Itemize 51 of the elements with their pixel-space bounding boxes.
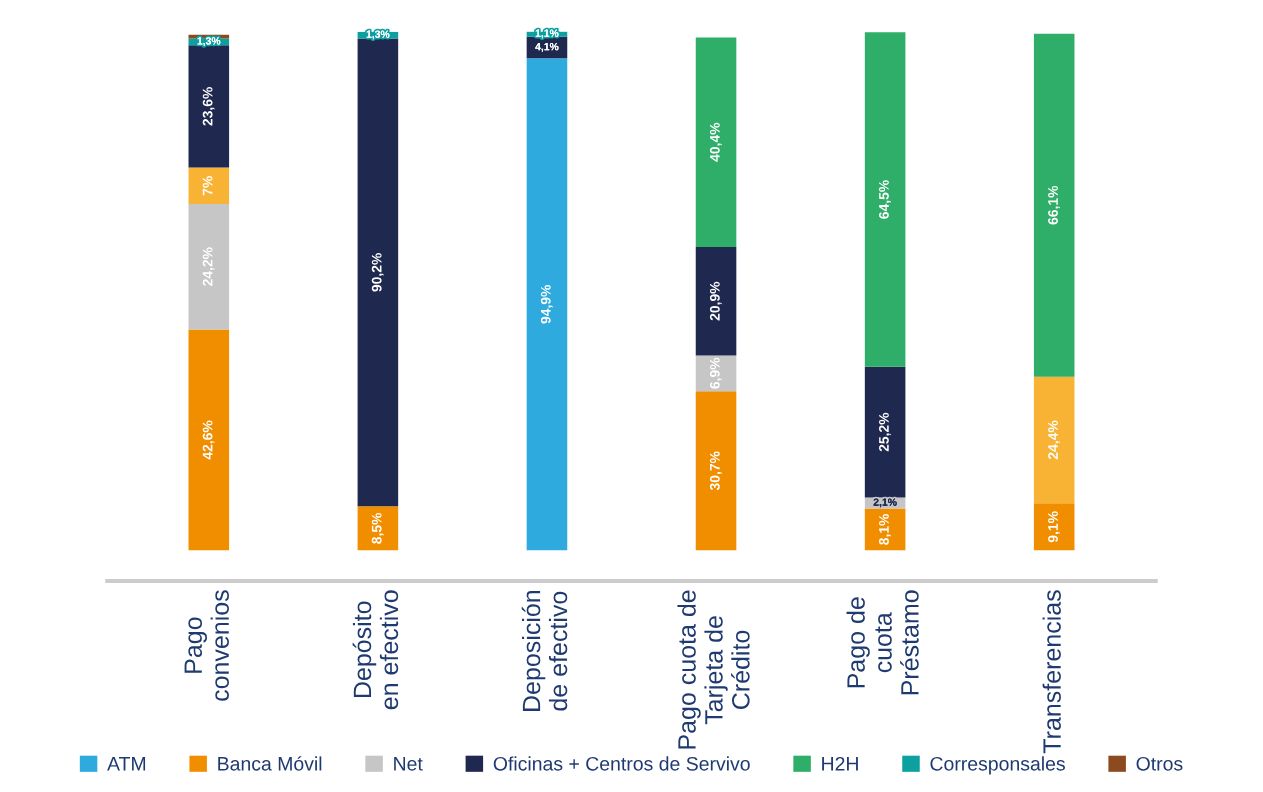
x-tick-label: Depósito en efectivo	[352, 590, 399, 710]
bar	[188, 167, 230, 204]
data-label: 23,6%	[202, 87, 215, 126]
data-label: 4,1%	[535, 42, 559, 52]
bar	[864, 508, 906, 551]
bar	[188, 203, 230, 330]
bar	[1033, 503, 1075, 551]
data-label: 90,2%	[371, 253, 384, 292]
legend-label: Otros	[1136, 756, 1183, 771]
x-tick-label: Pago de cuota Préstamo	[846, 590, 919, 695]
legend-label: Banca Móvil	[218, 756, 322, 771]
data-label: 8,1%	[879, 513, 891, 545]
data-label: 1,3%	[197, 37, 221, 47]
bar	[864, 366, 906, 498]
x-tick-label: Pago convenios	[184, 590, 229, 701]
legend-label: Oficinas + Centros de Servivo	[493, 756, 750, 771]
legend-label: ATM	[107, 757, 146, 771]
data-label: 24,2%	[202, 247, 215, 286]
data-label: 24,4%	[1048, 420, 1060, 460]
data-label: 7%	[202, 176, 213, 196]
data-label: 20,9%	[709, 281, 722, 321]
data-label: 94,9%	[540, 284, 553, 324]
legend-label: Net	[394, 757, 423, 771]
data-label: 64,5%	[879, 180, 891, 219]
data-label: 8,5%	[371, 512, 384, 544]
legend-label: H2H	[822, 756, 858, 771]
bar	[188, 329, 230, 551]
bar	[1033, 33, 1075, 377]
bar	[1033, 376, 1075, 504]
x-tick-label: Transferencias	[1042, 590, 1061, 754]
data-label: 66,1%	[1048, 185, 1060, 225]
data-label: 2,1%	[873, 498, 897, 508]
bar	[864, 32, 906, 367]
data-label: 9,1%	[1048, 511, 1060, 543]
bar	[188, 45, 230, 168]
data-label: 1,3%	[366, 30, 390, 40]
bar	[695, 37, 737, 247]
x-tick-label: Pago cuota de Tarjeta de Crédito	[677, 590, 750, 749]
bar	[695, 391, 737, 551]
data-label: 25,2%	[879, 412, 891, 452]
x-tick-label: Deposición de efectivo	[521, 590, 568, 711]
bar	[695, 355, 737, 392]
bar	[357, 38, 399, 507]
data-label: 6,9%	[709, 357, 722, 389]
legend-label: Corresponsales	[930, 756, 1065, 775]
data-label: 42,6%	[202, 420, 215, 460]
bar	[526, 58, 568, 551]
data-label: 30,7%	[709, 451, 722, 491]
bar	[695, 246, 737, 356]
data-label: 40,4%	[709, 122, 722, 162]
bar	[357, 506, 399, 551]
